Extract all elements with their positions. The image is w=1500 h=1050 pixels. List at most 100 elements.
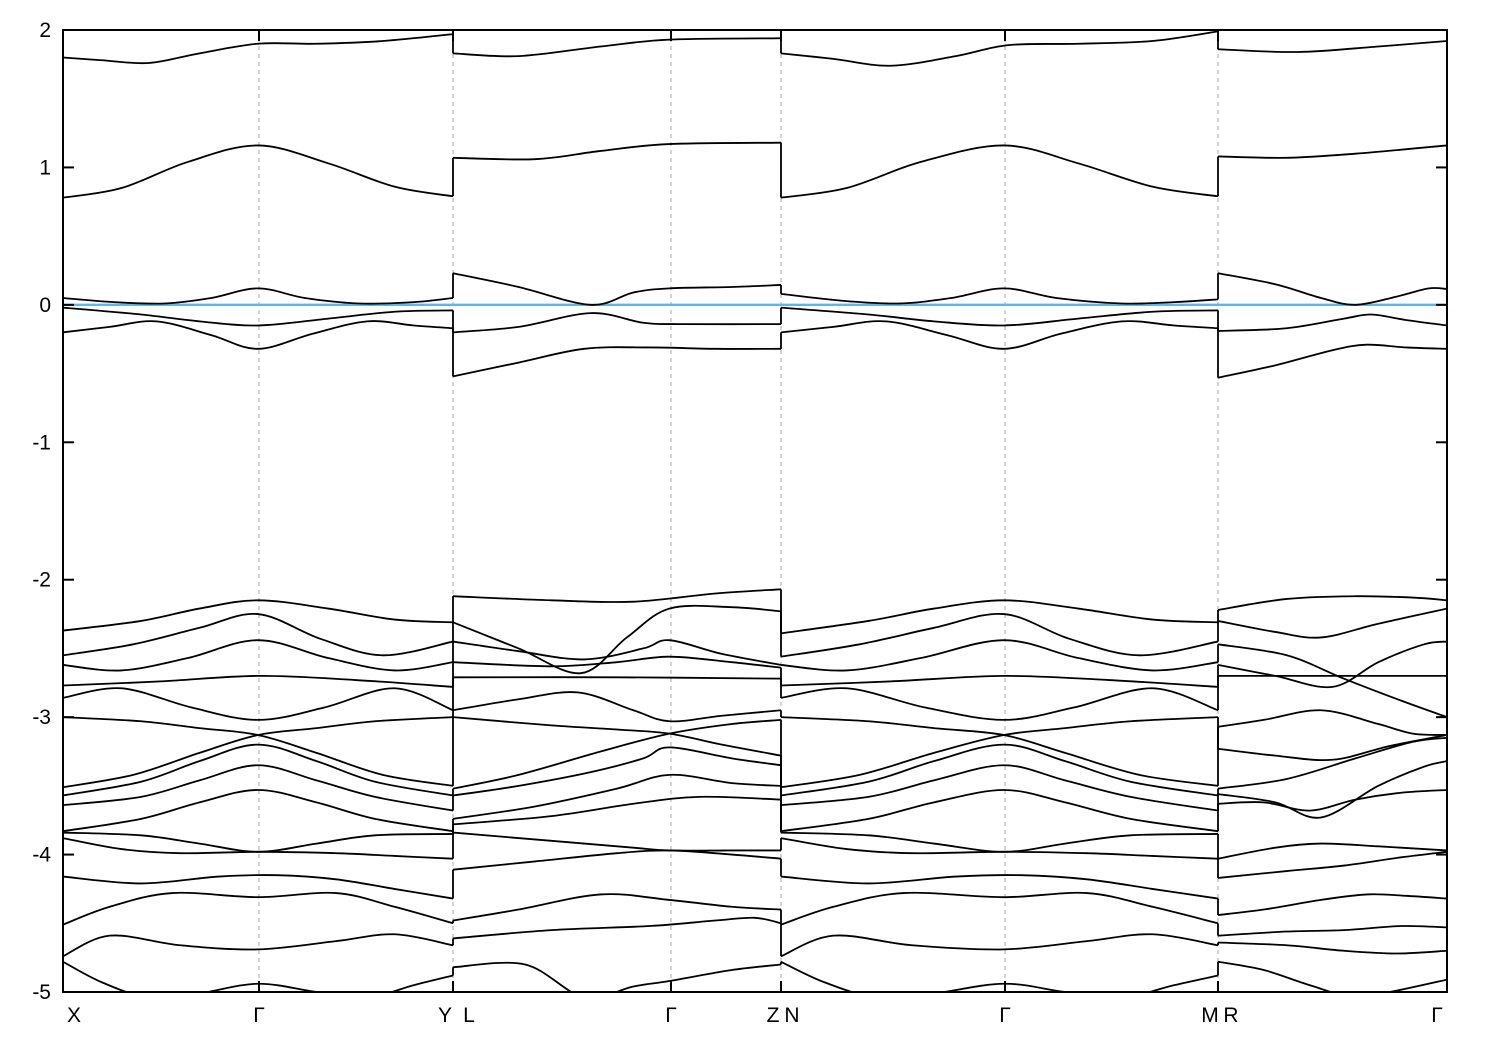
k-point-label: Γ	[1431, 1004, 1443, 1027]
band-curve	[452, 718, 782, 790]
panel-L-Γ-Z	[452, 37, 782, 992]
band-curve	[1217, 607, 1447, 639]
band-curve	[1217, 709, 1447, 736]
band-curve	[63, 874, 454, 900]
band-curve	[452, 961, 782, 992]
band-curve	[1217, 736, 1447, 790]
band-curve	[780, 837, 1219, 860]
band-curve	[780, 687, 1219, 721]
band-curve	[780, 639, 1219, 672]
k-point-label: Z	[767, 1004, 780, 1027]
band-curve	[452, 893, 782, 922]
y-tick-label: -2	[32, 569, 51, 592]
band-curve	[780, 933, 1219, 958]
band-curve	[63, 144, 454, 199]
band-curve	[780, 612, 1219, 658]
band-curve	[1217, 850, 1447, 879]
band-curve	[63, 789, 454, 833]
plot-border	[62, 29, 1448, 993]
band-curve	[452, 773, 782, 820]
y-tick-label: -4	[32, 844, 51, 867]
band-curve	[63, 33, 454, 65]
band-curve	[63, 287, 454, 305]
y-tick-label: -1	[32, 431, 51, 454]
band-curve	[63, 743, 454, 797]
y-tick-labels: 2 1 0 -1 -2 -3 -4 -5	[32, 19, 51, 1004]
k-point-label: Γ	[999, 1004, 1011, 1027]
y-tick-label: 1	[39, 156, 51, 179]
k-point-label: N	[784, 1004, 799, 1027]
band-curve	[780, 306, 1219, 327]
band-curve	[1217, 643, 1447, 718]
band-curve	[452, 141, 782, 161]
band-curve	[1217, 343, 1447, 379]
y-tick-label: -3	[32, 706, 51, 729]
band-curve	[452, 346, 782, 378]
band-curve	[63, 716, 454, 789]
band-curve	[452, 655, 782, 669]
band-curve	[452, 588, 782, 603]
band-curve	[63, 320, 454, 350]
band-curve	[780, 960, 1219, 992]
band-curve	[63, 675, 454, 688]
band-curve	[1217, 595, 1447, 611]
band-curve	[63, 933, 454, 958]
k-point-label: Γ	[665, 1004, 677, 1027]
band-curve	[780, 716, 1219, 789]
band-curve	[63, 599, 454, 632]
axis-ticks	[63, 29, 1447, 993]
band-curve	[452, 676, 782, 680]
band-curve	[452, 604, 782, 675]
band-curve	[1217, 272, 1447, 306]
band-curve	[63, 837, 454, 860]
band-curve	[63, 764, 454, 812]
y-tick-label: 2	[39, 19, 51, 42]
band-curve	[780, 764, 1219, 812]
band-curve	[780, 891, 1219, 926]
band-curve	[1217, 842, 1447, 860]
band-curve	[63, 687, 454, 721]
band-curve	[452, 272, 782, 306]
band-curve	[1217, 893, 1447, 916]
band-curve	[780, 789, 1219, 833]
k-point-label: M	[1201, 1004, 1219, 1027]
panel-R-Γ	[1217, 40, 1447, 992]
band-curve	[1217, 960, 1447, 992]
y-tick-label: -5	[32, 981, 51, 1004]
band-curve	[452, 849, 782, 871]
band-curve	[452, 639, 782, 666]
band-curve	[452, 312, 782, 334]
band-jump-connectors	[452, 31, 1219, 976]
band-curve	[452, 746, 782, 797]
band-curve	[1217, 313, 1447, 332]
band-curve	[780, 144, 1219, 199]
k-point-label: R	[1223, 1004, 1238, 1027]
y-tick-label: 0	[39, 294, 51, 317]
band-curve	[1217, 789, 1447, 812]
band-curve	[63, 613, 454, 657]
band-curve	[780, 675, 1219, 688]
band-curve	[1217, 40, 1447, 53]
band-curve	[780, 320, 1219, 350]
band-curve	[452, 916, 782, 940]
bands	[63, 30, 1447, 992]
k-point-label: L	[463, 1004, 475, 1027]
band-curve	[780, 599, 1219, 635]
band-curve	[1217, 144, 1447, 159]
band-curve	[452, 691, 782, 723]
band-curve	[1217, 941, 1447, 955]
band-curve	[780, 30, 1219, 67]
band-curve	[780, 287, 1219, 305]
band-curve	[1217, 760, 1447, 819]
panel-N-Γ-M	[780, 30, 1219, 992]
k-point-label: Y	[438, 1004, 452, 1027]
band-curve	[452, 795, 782, 826]
k-point-label: Γ	[253, 1004, 265, 1027]
band-curve	[63, 306, 454, 327]
band-curve	[452, 716, 782, 757]
band-curve	[780, 743, 1219, 797]
k-point-label: X	[67, 1004, 81, 1027]
